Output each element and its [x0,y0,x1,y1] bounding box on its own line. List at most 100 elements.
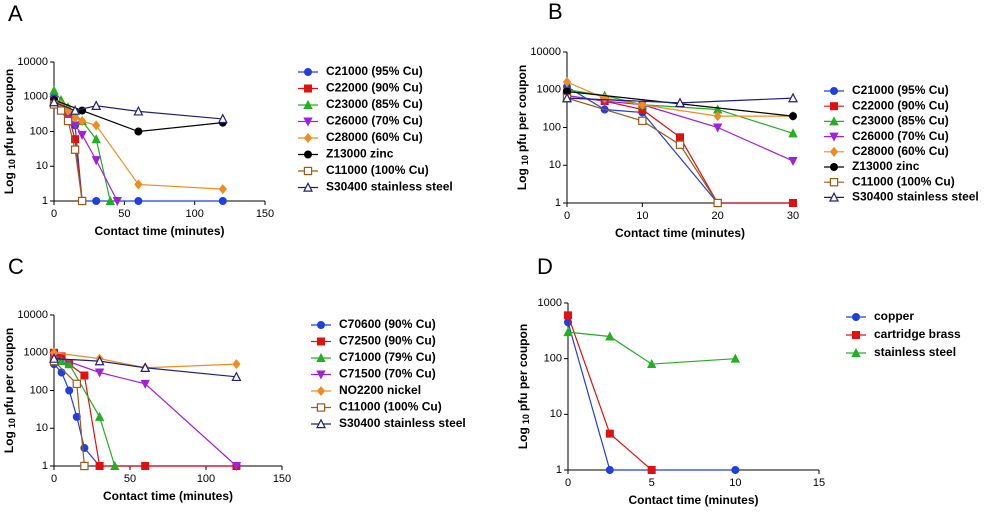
y-label-rest: pfu per coupon [515,65,529,152]
legend-label: S30400 stainless steel [326,180,453,194]
marker [638,99,647,110]
y-tick-label: 1 [42,460,48,472]
marker [564,311,573,320]
marker [70,112,80,123]
legend-label: C71500 (70% Cu) [339,367,436,381]
marker [605,331,615,341]
marker [789,198,798,207]
marker [134,127,143,136]
marker [562,77,572,88]
y-tick-label: 1 [556,464,562,476]
series-line [53,99,223,133]
legend-label: S30400 stainless steel [852,190,979,204]
y-tick-label: 10000 [530,46,561,58]
marker [829,132,839,142]
marker [63,116,73,126]
legend-label: C72500 (90% Cu) [339,334,436,348]
x-tick-label: 150 [273,473,291,485]
y-label-rest: pfu per coupon [516,324,530,411]
legend-label: C11000 (100% Cu) [852,174,955,188]
marker [134,179,143,190]
y-label-sub: 10 [520,155,530,165]
marker [830,102,839,111]
marker [77,196,87,206]
y-tick-label: 10000 [17,56,48,68]
chart-panel: D 1 10 100 1000 0 5 10 15 Contact time (minutes) L… [516,254,961,507]
series-line [567,322,736,471]
y-tick-label: 1000 [24,347,48,359]
y-label-sub: 10 [521,414,531,424]
panel-label: B [548,0,563,24]
y-tick-label: 100 [544,353,562,365]
marker [316,403,326,412]
x-tick-label: 50 [124,473,136,485]
marker [605,465,614,474]
marker [830,87,839,96]
marker [141,461,150,470]
y-tick-label: 1 [555,197,561,209]
y-label-sub: 10 [7,418,17,428]
chart-panel: B 1 10 100 1000 10000 0 10 20 30 Contact time (min… [515,0,979,240]
y-axis-label: Log 10 pfu per coupon [2,69,17,194]
y-tick-label: 10000 [17,309,48,321]
marker [605,429,614,438]
marker [49,353,59,363]
x-tick-label: 5 [649,477,655,489]
marker [675,97,685,108]
chart-panel: A 1 10 100 1000 10000 0 50 100 150 Contact time (m… [2,1,453,238]
marker [852,330,861,339]
marker [830,162,839,171]
marker [57,368,66,377]
marker [232,359,241,370]
marker [303,181,313,192]
marker [829,178,839,187]
marker [851,347,861,357]
legend-label: C23000 (85% Cu) [852,114,949,128]
marker [78,116,87,127]
marker [788,156,798,167]
marker [80,371,89,380]
marker [133,105,144,116]
marker [134,196,143,205]
marker [70,105,81,115]
legend-label: stainless steel [874,345,956,359]
marker [788,92,798,103]
marker [80,461,89,471]
marker [852,312,861,321]
x-axis-label: Contact time (minutes) [94,224,224,238]
x-tick-label: 150 [256,208,274,220]
y-label-rest: pfu per coupon [2,328,16,415]
marker [789,112,798,121]
y-tick-label: 1000 [537,84,561,96]
marker [731,465,740,474]
x-tick-label: 20 [712,210,724,222]
marker [140,379,150,389]
x-axis-label: Contact time (minutes) [103,489,233,503]
marker [77,130,87,140]
marker [676,133,685,142]
x-tick-label: 50 [118,208,130,220]
marker [303,84,312,93]
y-tick-label: 10 [36,422,48,434]
marker [231,371,242,382]
legend-label: C21000 (95% Cu) [852,83,949,97]
y-label-text: Log [2,172,16,194]
legend-label: C22000 (90% Cu) [852,98,949,112]
marker [80,443,89,452]
series-line [53,360,85,467]
marker [303,117,313,127]
legend-label: C26000 (70% Cu) [326,114,423,128]
marker [56,106,66,115]
marker [105,195,115,205]
y-label-sub: 10 [7,159,17,169]
marker [713,123,723,133]
marker [71,135,80,144]
legend-label: C21000 (95% Cu) [326,64,423,78]
marker [316,352,326,362]
x-tick-label: 0 [51,473,57,485]
legend-label: C11000 (100% Cu) [326,163,429,177]
x-tick-label: 100 [197,473,215,485]
marker [303,132,313,144]
series-line [53,352,237,369]
